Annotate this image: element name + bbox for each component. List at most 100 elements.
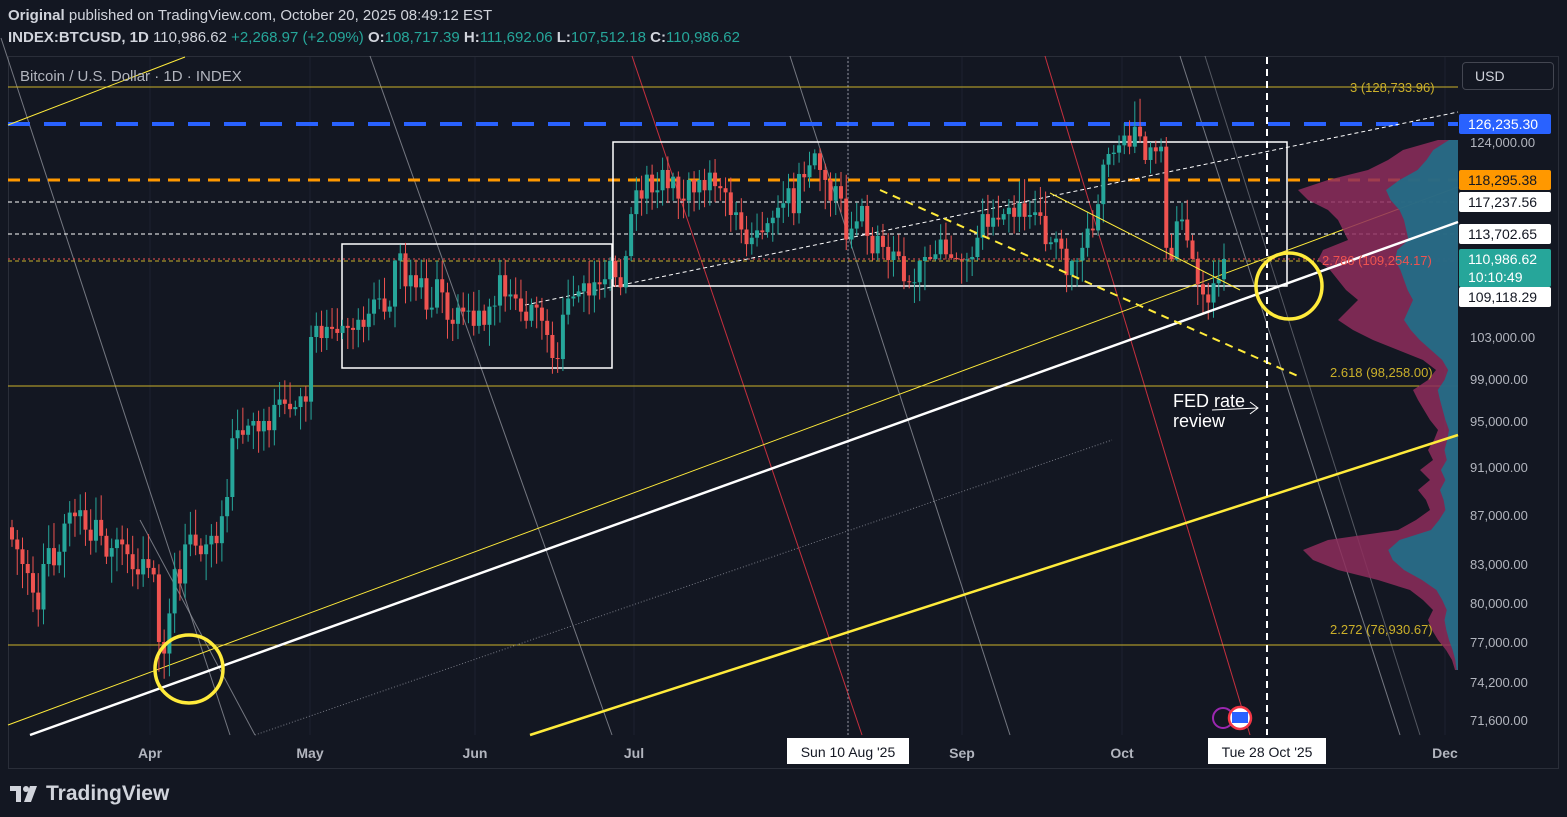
candle-body xyxy=(382,298,387,312)
price-change: +2,268.97 (+2.09%) xyxy=(231,29,364,46)
candle-body xyxy=(592,282,597,296)
price-label-text: 126,235.30 xyxy=(1468,116,1538,132)
candle-body xyxy=(849,228,854,240)
candle-body xyxy=(36,592,41,610)
candle-body xyxy=(1033,212,1038,216)
y-tick-label: 87,000.00 xyxy=(1470,508,1528,523)
candle-body xyxy=(209,535,214,545)
y-tick-label: 77,000.00 xyxy=(1470,635,1528,650)
y-tick-label: 124,000.00 xyxy=(1470,135,1535,150)
candle-body xyxy=(1111,152,1116,154)
candle-body xyxy=(859,205,864,222)
candle-body xyxy=(922,257,927,261)
candle-body xyxy=(954,257,959,260)
candle-body xyxy=(198,545,203,555)
close-value: 110,986.62 xyxy=(665,29,740,46)
candle-body xyxy=(1101,164,1106,205)
candle-body xyxy=(120,539,125,545)
candle-body xyxy=(681,198,686,201)
candle-body xyxy=(30,573,35,593)
candle-body xyxy=(476,310,481,326)
high-value: 111,692.06 xyxy=(479,29,553,46)
candle-body xyxy=(513,294,518,299)
candle-body xyxy=(1174,221,1179,260)
candle-body xyxy=(177,569,182,584)
candle-body xyxy=(1075,260,1080,262)
candle-body xyxy=(597,282,602,285)
candle-body xyxy=(1069,260,1074,276)
candle-body xyxy=(151,567,156,575)
tradingview-icon xyxy=(10,786,37,802)
candle-body xyxy=(193,534,198,546)
fib-label: 3 (128,733.96) xyxy=(1350,80,1435,95)
candle-body xyxy=(886,246,891,261)
candle-body xyxy=(282,399,287,404)
candle-body xyxy=(1048,242,1053,245)
candle-body xyxy=(366,313,371,327)
candle-body xyxy=(1190,240,1195,259)
candle-body xyxy=(445,292,450,320)
candle-body xyxy=(634,190,639,215)
currency-selector[interactable]: USD xyxy=(1462,62,1554,90)
volume-profile-up xyxy=(1386,140,1458,670)
candle-body xyxy=(660,169,665,191)
y-tick-label: 71,600.00 xyxy=(1470,713,1528,728)
candle-body xyxy=(1085,228,1090,248)
range-box-1 xyxy=(341,243,613,369)
candle-body xyxy=(912,282,917,284)
candle-body xyxy=(949,254,954,258)
candle-body xyxy=(72,512,77,517)
gray-diagonal-line xyxy=(1179,55,1401,736)
candle-body xyxy=(650,174,655,193)
tradingview-logo[interactable]: TradingView xyxy=(10,782,169,806)
candle-body xyxy=(20,549,25,564)
gray-diagonal-line xyxy=(789,55,1011,736)
candle-body xyxy=(172,569,177,614)
candle-body xyxy=(854,221,859,229)
candle-body xyxy=(146,559,151,568)
yellow-trendline-upper xyxy=(7,186,1459,726)
candle-body xyxy=(492,305,497,307)
candle-body xyxy=(639,190,644,199)
candle-body xyxy=(104,535,109,557)
price-axis: 124,000.00 103,000.00 99,000.00 95,000.00 91… xyxy=(1459,114,1551,728)
candle-body xyxy=(340,325,345,333)
candle-body xyxy=(613,260,618,278)
candle-body xyxy=(1159,146,1164,152)
candle-body xyxy=(356,319,361,330)
candle-body xyxy=(1038,212,1043,216)
candle-body xyxy=(1059,238,1064,249)
candle-body xyxy=(676,176,681,199)
candle-body xyxy=(749,237,754,245)
symbol[interactable]: INDEX:BTCUSD, 1D xyxy=(8,29,149,46)
candle-body xyxy=(828,179,833,201)
candle-body xyxy=(1022,203,1027,217)
candle-body xyxy=(928,257,933,260)
fib-labels: 3 (128,733.96) 2.786 (109,254.17) 2.618 (9… xyxy=(1322,80,1435,637)
candle-body xyxy=(277,399,282,405)
candle-body xyxy=(293,407,298,410)
candle-body xyxy=(298,396,303,408)
candle-body xyxy=(975,237,980,258)
candle-body xyxy=(1054,238,1059,243)
candles xyxy=(10,98,1226,679)
candle-body xyxy=(587,283,592,296)
candle-body xyxy=(644,174,649,199)
candle-body xyxy=(25,564,30,574)
dotted-mid-line xyxy=(254,439,1113,736)
low-value: 107,512.18 xyxy=(570,29,646,46)
candle-body xyxy=(550,334,555,358)
candle-body xyxy=(351,327,356,330)
publisher-name: Original xyxy=(8,7,65,24)
candle-body xyxy=(51,548,56,566)
white-dashed-channel xyxy=(524,111,1459,306)
candle-body xyxy=(581,283,586,292)
candle-body xyxy=(566,298,571,315)
candle-body xyxy=(41,564,46,610)
candle-body xyxy=(529,304,534,321)
price-label-text: 109,118.29 xyxy=(1468,289,1537,305)
countdown-label: 10:10:49 xyxy=(1468,269,1523,285)
published-text: published on TradingView.com, October 20… xyxy=(68,7,493,24)
candle-body xyxy=(125,544,130,555)
